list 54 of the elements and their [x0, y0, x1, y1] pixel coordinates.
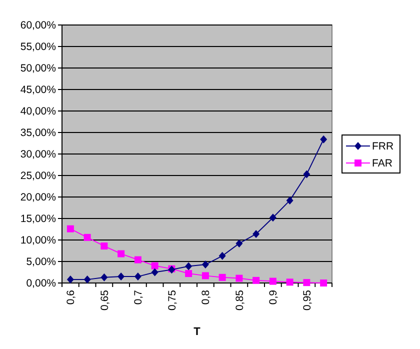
point [252, 276, 260, 284]
y-tick-label: 55,00% [20, 41, 56, 54]
y-tick-label: 15,00% [20, 213, 56, 226]
y-tick-label: 60,00% [20, 20, 56, 32]
point [118, 250, 125, 258]
point [303, 279, 310, 286]
point [134, 272, 142, 281]
point [118, 272, 125, 281]
x-tick-label: 0,6 [65, 290, 78, 305]
point [66, 276, 74, 284]
point [269, 214, 276, 222]
x-tick-label: 0,9 [268, 290, 280, 305]
point [286, 196, 294, 204]
point [185, 262, 192, 270]
x-tick-label: 0,8 [200, 290, 212, 305]
point [269, 278, 276, 285]
point [185, 270, 192, 278]
point [84, 234, 91, 241]
y-tick-label: 25,00% [20, 170, 56, 182]
x-tick-label: 0,95 [301, 290, 314, 310]
y-tick-label: 35,00% [20, 127, 56, 140]
point [202, 272, 209, 280]
point [236, 239, 243, 248]
x-tick-label: 0,85 [234, 290, 246, 310]
point [151, 262, 158, 270]
y-tick-label: 5,00% [26, 256, 56, 268]
y-tick-label: 30,00% [20, 148, 56, 161]
point [151, 268, 158, 276]
point [100, 273, 108, 282]
point [236, 274, 243, 282]
y-tick-label: 0,00% [26, 278, 56, 290]
y-tick-label: 40,00% [20, 106, 56, 118]
legend-label: FRR [372, 140, 394, 153]
x-tick-label: 0,7 [132, 290, 145, 305]
point [320, 135, 328, 144]
point [66, 225, 74, 232]
x-tick-label: 0,65 [98, 290, 111, 310]
y-tick-label: 10,00% [20, 234, 56, 247]
point [303, 170, 310, 178]
point [134, 256, 142, 264]
point [218, 252, 226, 260]
point [286, 278, 294, 286]
point [218, 274, 226, 281]
y-tick-label: 50,00% [20, 62, 56, 75]
x-axis-title: T [194, 326, 201, 338]
legend-label: FAR [372, 158, 393, 170]
point [100, 242, 108, 250]
x-tick-label: 0,75 [166, 290, 178, 310]
y-tick-label: 45,00% [20, 84, 56, 96]
point [84, 276, 91, 284]
point [202, 260, 209, 269]
y-tick-label: 20,00% [20, 192, 56, 204]
point [320, 280, 328, 286]
point [252, 230, 260, 238]
